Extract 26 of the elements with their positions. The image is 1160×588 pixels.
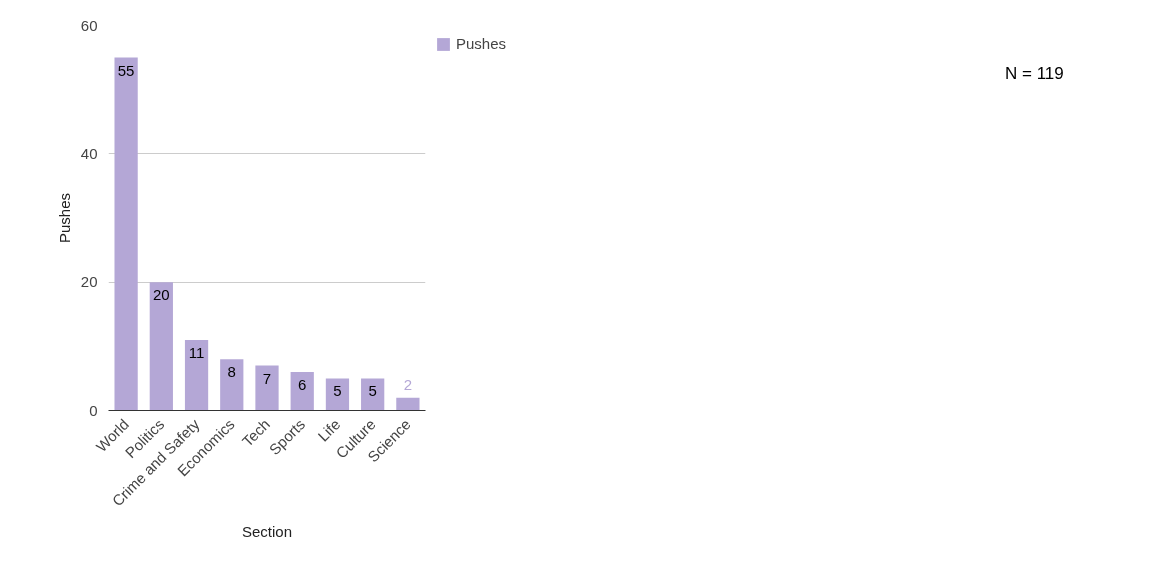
- data-label: 2: [403, 375, 413, 393]
- data-label: 5: [368, 382, 377, 400]
- bar: [290, 372, 314, 411]
- bar: [184, 339, 209, 411]
- bar: [255, 365, 279, 411]
- data-label: 5: [333, 382, 342, 400]
- data-label: 20: [152, 286, 170, 304]
- bar: [149, 282, 173, 411]
- x-axis-title: Section: [241, 523, 293, 541]
- data-label: 11: [188, 343, 205, 361]
- y-tick-label: 0: [89, 401, 98, 419]
- data-label: 8: [227, 363, 236, 381]
- y-tick-label: 20: [80, 273, 98, 291]
- bar: [114, 57, 138, 411]
- data-label: 55: [117, 61, 135, 79]
- text: N = 119: [1005, 63, 1064, 85]
- data-label: 6: [298, 376, 307, 393]
- bar: [220, 359, 244, 411]
- bar: [396, 397, 420, 411]
- data-label: 7: [262, 369, 272, 387]
- legend-label: Pushes: [456, 35, 507, 52]
- y-tick-label: 40: [80, 144, 98, 162]
- y-axis-title: Pushes: [55, 192, 73, 244]
- bar: [325, 378, 350, 411]
- y-tick-label: 60: [80, 16, 98, 34]
- bar: [361, 378, 385, 411]
